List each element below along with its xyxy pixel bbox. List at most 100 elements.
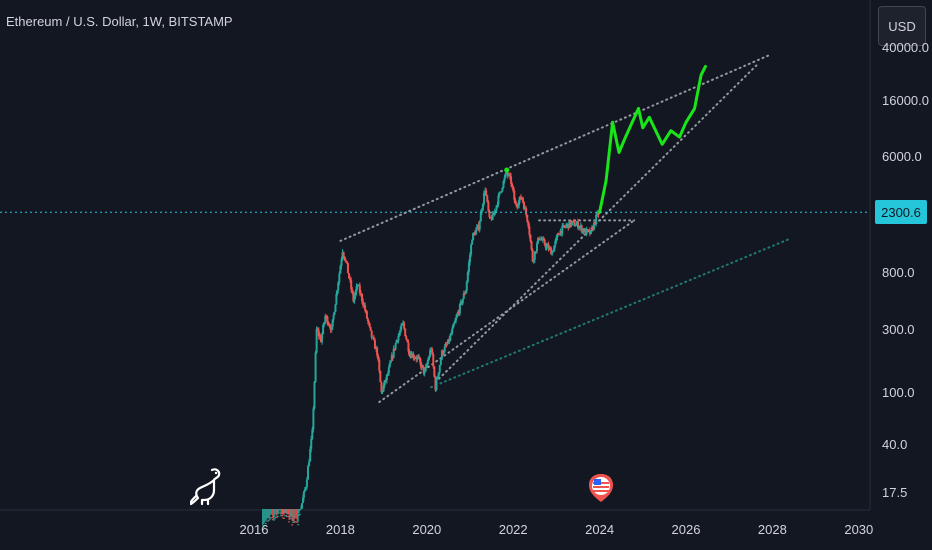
candle-body-125 [390, 355, 393, 361]
candle-body-85 [349, 278, 352, 281]
candle-body-18 [279, 515, 282, 517]
candle-body-302 [568, 221, 571, 229]
candle-body-101 [365, 311, 368, 319]
candle-body-216 [480, 209, 483, 213]
candle-body-13 [274, 516, 277, 518]
candle-body-154 [419, 357, 422, 362]
candle-body-247 [513, 190, 516, 200]
candle-body-307 [573, 221, 576, 226]
price-tick-label: 40.0 [882, 437, 908, 453]
time-axis[interactable] [0, 510, 870, 550]
candle-body-31 [293, 521, 296, 523]
candle-body-166 [431, 349, 434, 355]
candle-body-8 [269, 517, 272, 519]
candle-body-48 [310, 438, 313, 449]
trendline-4[interactable] [430, 237, 791, 389]
price-axis[interactable] [870, 0, 932, 550]
candle-body-197 [461, 298, 464, 304]
candle-body-57 [319, 336, 322, 343]
candle-body-201 [465, 281, 468, 291]
time-tick-label: 2016 [239, 522, 269, 537]
candle-body-309 [575, 223, 578, 226]
candle-body-229 [494, 210, 497, 212]
candle-body-137 [402, 322, 405, 325]
dinosaur-icon[interactable] [190, 466, 224, 506]
forecast-path[interactable] [598, 65, 707, 214]
candle-body-28 [290, 518, 293, 520]
candle-body-155 [419, 361, 422, 368]
candle-body-203 [467, 262, 470, 273]
candle-body-312 [577, 227, 580, 229]
candle-body-303 [569, 221, 572, 226]
candle-body-181 [446, 343, 449, 345]
candle-body-218 [483, 192, 486, 204]
candle-body-286 [552, 251, 555, 253]
candle-body-255 [520, 197, 523, 200]
candle-body-220 [485, 190, 488, 196]
candle-body-132 [397, 335, 400, 341]
candle-body-94 [358, 285, 361, 294]
candle-body-276 [542, 238, 545, 240]
candle-body-325 [590, 227, 593, 231]
candle-body-102 [366, 318, 369, 322]
candle-body-187 [452, 324, 455, 329]
candle-body-59 [322, 324, 325, 334]
candle-body-289 [555, 237, 558, 241]
candle-body-279 [545, 245, 548, 248]
candle-body-129 [394, 343, 397, 350]
candle-body-127 [392, 348, 395, 358]
candle-body-79 [342, 252, 345, 257]
plot-area [0, 0, 870, 510]
candle-body-211 [475, 227, 478, 231]
candle-body-88 [352, 292, 355, 302]
candle-body-174 [439, 359, 442, 366]
candle-body-90 [354, 291, 357, 297]
candle-body-50 [312, 408, 315, 430]
candle-body-75 [338, 273, 341, 283]
candle-body-169 [434, 376, 437, 390]
candle-body-138 [403, 322, 406, 329]
candle-body-328 [594, 222, 597, 224]
candle-body-277 [543, 239, 546, 245]
candle-body-43 [304, 487, 307, 490]
candle-body-270 [537, 237, 540, 244]
candle-body-184 [449, 334, 452, 341]
time-tick-label: 2026 [671, 522, 701, 537]
candle-body-58 [321, 333, 324, 343]
candle-body-300 [566, 223, 569, 226]
price-tick-label: 100.0 [882, 384, 915, 400]
candle-body-23 [285, 515, 288, 517]
candle-body-99 [364, 305, 367, 311]
candle-body-267 [533, 251, 536, 260]
candle-body-112 [377, 355, 380, 360]
candle-body-252 [518, 200, 521, 206]
candle-body-100 [365, 310, 368, 312]
candle-body-191 [456, 314, 459, 318]
price-tick-label: 17.5 [882, 485, 908, 500]
candle-body-63 [326, 316, 329, 324]
trendline-2[interactable] [378, 219, 636, 404]
candle-body-16 [277, 512, 280, 514]
candle-body-287 [553, 245, 556, 252]
candle-body-237 [502, 180, 505, 188]
candle-body-178 [443, 346, 446, 352]
candle-body-136 [401, 324, 404, 326]
currency-button[interactable]: USD [878, 6, 926, 46]
candle-body-301 [567, 223, 570, 229]
candle-body-47 [309, 448, 312, 462]
candle-body-164 [429, 350, 432, 357]
time-tick-label: 2028 [757, 522, 787, 537]
candle-body-264 [530, 241, 533, 250]
candle-body-41 [302, 491, 305, 498]
candle-body-221 [486, 195, 489, 202]
candle-body-249 [515, 203, 518, 206]
candle-body-163 [427, 356, 430, 361]
candle-body-186 [451, 328, 454, 334]
candle-body-140 [405, 336, 408, 340]
candle-body-295 [561, 226, 564, 234]
us-flag-icon[interactable] [588, 473, 614, 503]
candle-body-153 [418, 356, 421, 358]
candle-body-141 [406, 339, 409, 343]
candle-body-232 [497, 195, 500, 205]
